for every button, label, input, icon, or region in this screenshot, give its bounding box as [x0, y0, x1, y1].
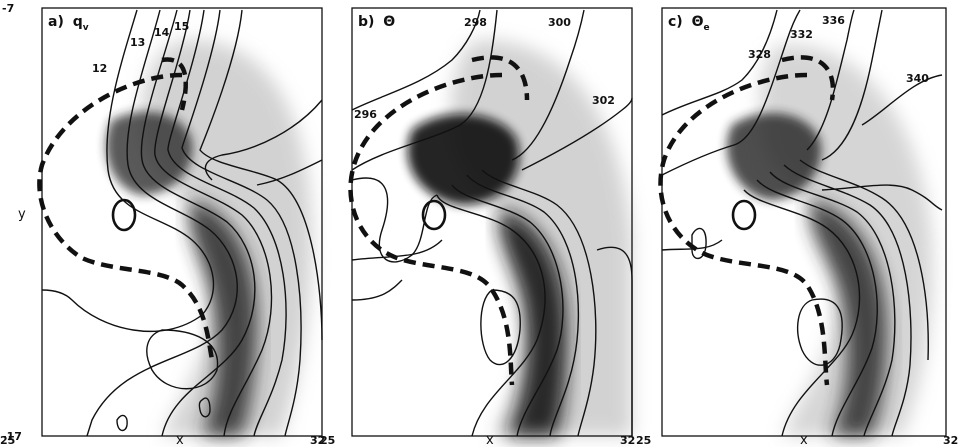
panel-a-x-label: x [176, 433, 184, 447]
panel-a-x-left-tick: 25 [0, 434, 15, 447]
panel-a-x-right-tick: 32 [310, 434, 325, 447]
panel-a-title: a) qv [48, 14, 89, 33]
panel-c-contours [661, 9, 943, 437]
panel-b-contour-label-296: 296 [354, 108, 377, 121]
panel-a-contour-label-15: 15 [174, 20, 189, 33]
panel-a-contour-label-12: 12 [92, 62, 107, 75]
panel-b-circle [421, 199, 447, 231]
panel-a-frame [41, 7, 323, 437]
y-bottom-tick: -17 [2, 430, 22, 443]
panel-c-title: c) Θe [668, 14, 710, 33]
panel-c-contour-label-336: 336 [822, 14, 845, 27]
panel-b-x-right-tick: 32 [620, 434, 635, 447]
panel-c-x-right-tick: 32 [943, 434, 958, 447]
panel-b-dashed-line [348, 72, 515, 386]
panel-c-contour-label-328: 328 [748, 48, 771, 61]
panel-c: c) Θe 336 332 328 340 25 x 32 [636, 7, 958, 447]
panel-c-dashed-line [658, 72, 830, 386]
panel-c-contour-label-340: 340 [906, 72, 929, 85]
panel-c-dashed-arc [781, 55, 836, 101]
panel-c-x-label: x [800, 433, 808, 447]
panel-a-dashed-arc [161, 57, 189, 111]
panel-b-contour-label-298: 298 [464, 16, 487, 29]
panel-b-contour-label-302: 302 [592, 94, 615, 107]
panel-c-contour-label-332: 332 [790, 28, 813, 41]
panel-b: b) Θ 298 300 296 302 25 x 32 [320, 7, 635, 447]
panel-a-circle [111, 198, 137, 232]
panel-a: a) qv 12 13 14 15 25 x 32 [0, 7, 325, 447]
panel-b-x-left-tick: 25 [320, 434, 335, 447]
panel-b-frame [351, 7, 633, 437]
panel-a-contours [41, 9, 323, 437]
panel-a-contour-label-13: 13 [130, 36, 145, 49]
panel-c-shading [726, 44, 933, 436]
panel-c-x-left-tick: 25 [636, 434, 651, 447]
panel-b-shading [407, 40, 632, 436]
panel-b-contour-label-300: 300 [548, 16, 571, 29]
panel-c-frame [661, 7, 947, 437]
panel-a-shading [106, 40, 312, 436]
panel-b-x-label: x [486, 433, 494, 447]
panel-a-dashed-line [37, 72, 215, 361]
panel-b-title: b) Θ [358, 14, 395, 30]
panel-b-dashed-arc [471, 55, 530, 101]
panel-b-contours [351, 9, 633, 437]
y-axis-label: y [18, 207, 26, 222]
y-top-tick: -7 [2, 2, 14, 15]
panel-c-circle [731, 199, 757, 231]
panel-a-contour-label-14: 14 [154, 26, 170, 39]
